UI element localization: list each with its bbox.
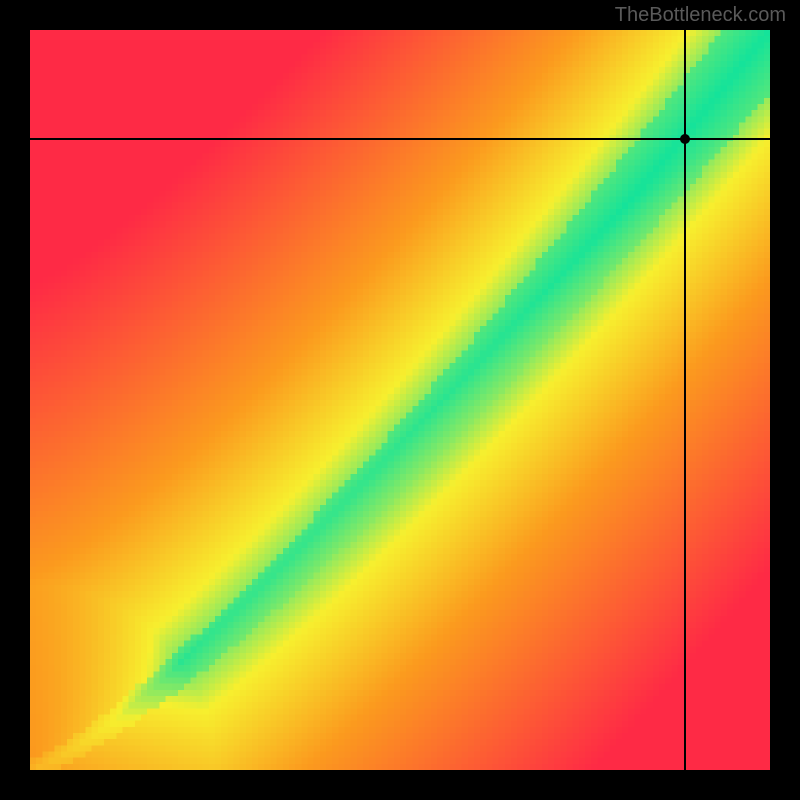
watermark-text: TheBottleneck.com	[615, 4, 786, 27]
crosshair-horizontal	[30, 138, 770, 140]
root: TheBottleneck.com	[0, 0, 800, 800]
crosshair-marker	[680, 134, 690, 144]
bottleneck-heatmap	[30, 30, 770, 770]
